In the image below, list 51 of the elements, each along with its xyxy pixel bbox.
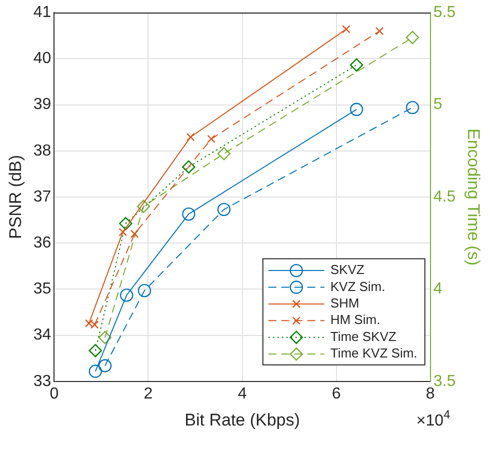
x-tick-label: 2: [144, 385, 153, 402]
y2-tick-label: 4.5: [433, 188, 456, 206]
legend-label: HM Sim.: [330, 312, 380, 328]
legend-label: SHM: [330, 296, 360, 311]
point: [186, 132, 195, 142]
y-tick-label: 38: [33, 142, 52, 160]
x-tick-label: 6: [332, 385, 341, 402]
y-tick-label: 41: [33, 4, 52, 22]
legend-label: Time KVZ Sim.: [330, 346, 418, 361]
x-tick-label: 0: [50, 385, 59, 402]
legend-label: KVZ Sim.: [330, 278, 386, 294]
y2-tick-label: 3.5: [433, 372, 456, 390]
legend-label: Time SKVZ: [330, 328, 396, 344]
y-tick-label: 37: [33, 188, 52, 206]
point: [98, 359, 112, 372]
x-tick-label: 4: [238, 385, 247, 402]
y-tick-label: 34: [33, 326, 52, 344]
y-tick-label: 40: [33, 50, 52, 68]
point: [217, 147, 231, 160]
point: [342, 25, 350, 34]
point: [118, 228, 127, 236]
y2-tick-label: 4: [433, 280, 442, 298]
point: [119, 216, 132, 230]
point: [88, 344, 102, 358]
point: [182, 207, 196, 221]
point: [375, 26, 384, 36]
point: [406, 100, 420, 114]
point: [84, 319, 94, 328]
legend-label: SKVZ: [330, 262, 364, 278]
y-tick-label: 33: [33, 372, 52, 390]
point: [207, 134, 216, 144]
y-tick-label: 36: [33, 234, 52, 252]
point: [406, 30, 420, 44]
point: [120, 288, 134, 302]
y-axis-title: PSNR (dB): [6, 154, 25, 240]
point: [182, 160, 196, 174]
y2-axis-title: Encoding Time (s): [464, 128, 484, 266]
x-tick-label: 8: [426, 385, 435, 402]
y-tick-label: 35: [33, 280, 52, 298]
point: [138, 284, 152, 298]
point: [130, 230, 139, 238]
y2-tick-label: 5: [433, 96, 442, 114]
y-tick-label: 39: [33, 96, 52, 114]
point: [88, 364, 102, 378]
point: [217, 202, 231, 216]
y2-tick-label: 5.5: [433, 4, 456, 22]
x-axis-title: Bit Rate (Kbps): [184, 410, 300, 430]
point: [350, 102, 364, 116]
point: [98, 330, 112, 344]
point: [350, 58, 364, 72]
point: [136, 200, 150, 214]
